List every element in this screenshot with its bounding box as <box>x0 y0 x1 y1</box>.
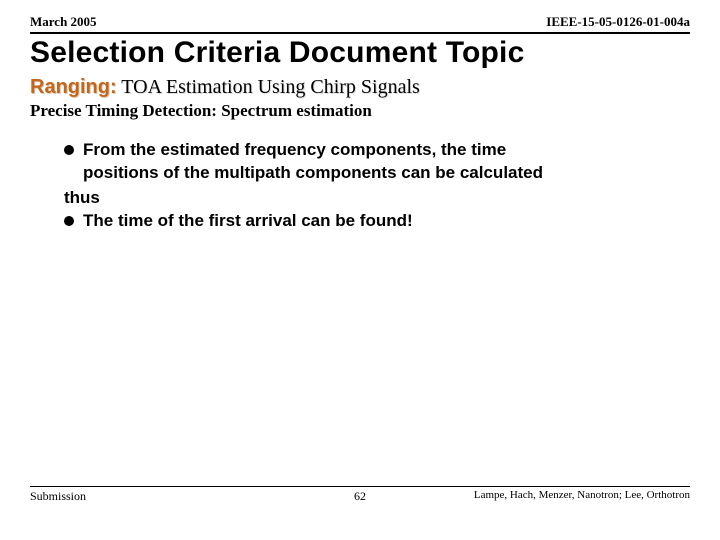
ranging-label: Ranging: <box>30 76 117 98</box>
subtitle-row: Ranging: TOA Estimation Using Chirp Sign… <box>30 76 690 99</box>
body-content: From the estimated frequency components,… <box>30 139 690 233</box>
bullet-1: From the estimated frequency components,… <box>64 139 690 162</box>
footer-left: Submission <box>30 489 86 504</box>
slide-container: March 2005 IEEE-15-05-0126-01-004a Selec… <box>0 0 720 540</box>
precise-timing-line: Precise Timing Detection: Spectrum estim… <box>30 101 690 121</box>
bullet-2-text: The time of the first arrival can be fou… <box>83 210 690 233</box>
bullet-1-line2: positions of the multipath components ca… <box>64 162 690 185</box>
bullet-2: The time of the first arrival can be fou… <box>64 210 690 233</box>
bullet-icon <box>64 145 74 155</box>
thus-line: thus <box>64 187 690 210</box>
header-date: March 2005 <box>30 14 97 30</box>
ranging-rest: TOA Estimation Using Chirp Signals <box>117 76 420 98</box>
bullet-1-line1: From the estimated frequency components,… <box>83 139 690 162</box>
header-row: March 2005 IEEE-15-05-0126-01-004a <box>30 14 690 34</box>
footer: Submission 62 Lampe, Hach, Menzer, Nanot… <box>30 486 690 504</box>
footer-authors: Lampe, Hach, Menzer, Nanotron; Lee, Orth… <box>474 489 690 501</box>
footer-page-number: 62 <box>354 489 366 504</box>
slide-title: Selection Criteria Document Topic <box>30 36 690 70</box>
header-docid: IEEE-15-05-0126-01-004a <box>546 14 690 30</box>
bullet-icon <box>64 216 74 226</box>
footer-row: Submission 62 Lampe, Hach, Menzer, Nanot… <box>30 489 690 504</box>
